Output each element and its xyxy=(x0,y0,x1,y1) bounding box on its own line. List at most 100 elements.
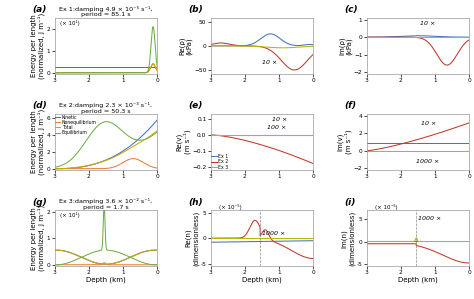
Total xyxy=(62,167,68,170)
Kinetic xyxy=(132,141,137,144)
Nonequilibrium xyxy=(93,167,99,170)
Text: (h): (h) xyxy=(188,198,202,207)
Total xyxy=(93,162,99,165)
Nonequilibrium xyxy=(132,157,137,161)
Line: Equilibrium: Equilibrium xyxy=(55,122,157,167)
Ex 1 xyxy=(249,133,255,137)
Ex 3 xyxy=(310,133,316,137)
Ex 1 xyxy=(218,133,224,137)
Legend: Kinetic, Nonequilibrium, Total, Equilibrium: Kinetic, Nonequilibrium, Total, Equilibr… xyxy=(55,115,97,135)
Nonequilibrium xyxy=(52,167,57,170)
Text: 10 ×: 10 × xyxy=(421,121,436,126)
Text: (c): (c) xyxy=(344,5,358,14)
Text: (i): (i) xyxy=(344,198,356,207)
Text: 1000 ×: 1000 × xyxy=(262,231,285,237)
Ex 1 xyxy=(310,133,316,137)
Equilibrium xyxy=(93,126,99,129)
Ex 2 xyxy=(249,141,255,144)
Equilibrium xyxy=(97,122,102,126)
Nonequilibrium xyxy=(122,160,128,163)
Y-axis label: Energy per length
(normalized, J m⁻¹): Energy per length (normalized, J m⁻¹) xyxy=(30,109,45,175)
Total xyxy=(52,167,57,170)
Ex 1 xyxy=(208,133,213,137)
X-axis label: Depth (km): Depth (km) xyxy=(86,277,126,283)
Kinetic xyxy=(155,118,160,122)
Ex 2 xyxy=(310,162,316,165)
Y-axis label: Im(ρ)
(kPa): Im(ρ) (kPa) xyxy=(338,36,352,55)
Ex 1 xyxy=(253,133,259,137)
Ex 3 xyxy=(290,133,295,137)
Text: (d): (d) xyxy=(32,101,46,111)
Ex 2 xyxy=(253,141,259,145)
Nonequilibrium xyxy=(130,157,136,161)
Y-axis label: Re(ρ)
(kPa): Re(ρ) (kPa) xyxy=(179,37,192,55)
Kinetic xyxy=(93,162,99,165)
Ex 2 xyxy=(288,153,293,156)
Text: (g): (g) xyxy=(32,198,46,207)
Text: Ex 1:damping 4.9 × 10⁻⁵ s⁻¹,
period = 85.1 s: Ex 1:damping 4.9 × 10⁻⁵ s⁻¹, period = 85… xyxy=(59,6,153,17)
Ex 3 xyxy=(288,133,293,137)
Text: (× 10⁻⁵): (× 10⁻⁵) xyxy=(219,204,242,210)
Y-axis label: Energy per length
(normalized, J m⁻¹): Energy per length (normalized, J m⁻¹) xyxy=(30,205,45,271)
Ex 1 xyxy=(278,133,284,137)
X-axis label: Depth (km): Depth (km) xyxy=(242,277,282,283)
Kinetic xyxy=(122,148,128,152)
Line: Total: Total xyxy=(55,131,157,169)
Equilibrium xyxy=(122,132,128,135)
Equilibrium xyxy=(155,130,160,134)
Ex 3 xyxy=(253,133,259,137)
Text: 10 ×: 10 × xyxy=(420,21,435,26)
X-axis label: Depth (km): Depth (km) xyxy=(398,277,438,283)
Kinetic xyxy=(52,167,57,170)
Total xyxy=(134,143,139,146)
Total xyxy=(97,161,102,164)
Equilibrium xyxy=(132,138,137,141)
Equilibrium xyxy=(52,166,57,169)
Ex 3 xyxy=(208,133,213,137)
Y-axis label: Energy per length
(normalized, J m⁻¹): Energy per length (normalized, J m⁻¹) xyxy=(30,13,45,79)
Ex 2 xyxy=(218,134,224,138)
Ex 3 xyxy=(218,133,224,137)
Ex 2 xyxy=(278,150,284,153)
Text: (× 10¹): (× 10¹) xyxy=(60,20,79,26)
Nonequilibrium xyxy=(155,166,160,170)
Nonequilibrium xyxy=(134,157,139,161)
Text: (e): (e) xyxy=(188,101,202,111)
Text: Ex 3:damping 3.6 × 10⁻² s⁻¹,
period = 1.7 s: Ex 3:damping 3.6 × 10⁻² s⁻¹, period = 1.… xyxy=(59,198,153,210)
Text: (× 10⁻⁶): (× 10⁻⁶) xyxy=(375,204,397,210)
Text: 1000 ×: 1000 × xyxy=(418,216,441,221)
Y-axis label: Re(v)
(m s⁻¹): Re(v) (m s⁻¹) xyxy=(175,130,191,154)
Legend: Ex 1, Ex 2, Ex 3: Ex 1, Ex 2, Ex 3 xyxy=(211,154,228,170)
Line: Kinetic: Kinetic xyxy=(55,120,157,169)
Y-axis label: Im(n)
(dimensionless): Im(n) (dimensionless) xyxy=(341,210,355,266)
Text: 10 ×: 10 × xyxy=(262,60,277,65)
Ex 2 xyxy=(208,133,213,137)
Equilibrium xyxy=(134,138,139,142)
Nonequilibrium xyxy=(97,167,102,170)
Line: Nonequilibrium: Nonequilibrium xyxy=(55,159,157,169)
Kinetic xyxy=(62,167,68,170)
Total xyxy=(122,150,128,153)
Equilibrium xyxy=(104,120,109,123)
Text: Ex 2:damping 2.3 × 10⁻³ s⁻¹,
period = 50.3 s: Ex 2:damping 2.3 × 10⁻³ s⁻¹, period = 50… xyxy=(59,102,152,114)
Ex 3 xyxy=(278,133,284,137)
Text: 10 ×: 10 × xyxy=(272,117,287,122)
Kinetic xyxy=(97,161,102,164)
Ex 2 xyxy=(290,153,295,157)
Text: 1000 ×: 1000 × xyxy=(416,159,439,164)
Text: (× 10¹): (× 10¹) xyxy=(60,212,79,218)
Text: (b): (b) xyxy=(188,5,203,14)
Text: 100 ×: 100 × xyxy=(267,125,286,130)
Total xyxy=(132,144,137,147)
Nonequilibrium xyxy=(62,167,68,170)
Text: (a): (a) xyxy=(32,5,46,14)
Total xyxy=(155,129,160,132)
Equilibrium xyxy=(62,162,68,166)
Text: (f): (f) xyxy=(344,101,356,111)
Ex 3 xyxy=(249,133,255,137)
Line: Ex 2: Ex 2 xyxy=(210,135,313,164)
Y-axis label: Re(n)
(dimensionless): Re(n) (dimensionless) xyxy=(185,210,199,266)
Ex 1 xyxy=(290,133,295,137)
Kinetic xyxy=(134,139,139,143)
Y-axis label: Im(v)
(m s⁻¹): Im(v) (m s⁻¹) xyxy=(337,130,352,154)
